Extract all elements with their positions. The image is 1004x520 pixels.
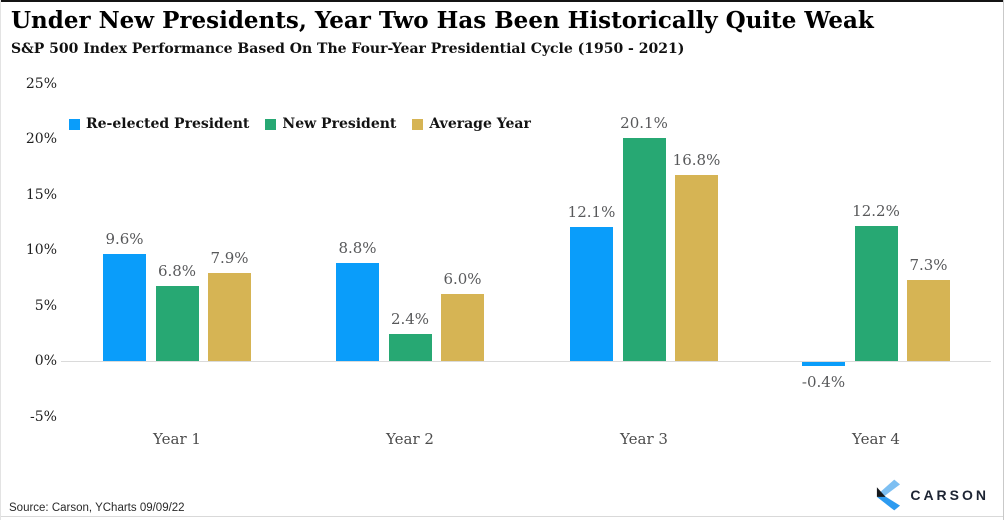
bar-value-label-new-president-year-4: 12.2% — [852, 201, 900, 220]
bar-value-label-re-elected-president-year-2: 8.8% — [338, 239, 377, 258]
carson-logo: CARSON — [874, 478, 989, 512]
bar-value-label-re-elected-president-year-1: 9.6% — [105, 230, 144, 249]
bar-average-year-year-1 — [208, 273, 251, 361]
bar-new-president-year-3 — [622, 137, 666, 361]
bar-new-president-year-4 — [854, 225, 898, 361]
y-axis-tick-label: 15% — [25, 186, 57, 203]
chart-title: Under New Presidents, Year Two Has Been … — [11, 7, 874, 34]
legend-item-average-year: Average Year — [412, 116, 531, 132]
x-axis-label-year-1: Year 1 — [153, 430, 201, 448]
bar-value-label-new-president-year-2: 2.4% — [390, 310, 430, 329]
legend-swatch-new-president — [265, 118, 277, 130]
bottom-divider — [1, 516, 1003, 517]
legend-label: Re-elected President — [86, 116, 250, 132]
y-axis-tick-label: 10% — [25, 242, 57, 258]
carson-logo-icon — [877, 479, 901, 511]
chart-subtitle: S&P 500 Index Performance Based On The F… — [11, 41, 685, 57]
bar-re-elected-president-year-4 — [802, 362, 845, 367]
bar-average-year-year-2 — [441, 294, 484, 361]
y-axis-tick-label: 0% — [34, 353, 57, 369]
legend-label: New President — [282, 116, 397, 132]
bar-value-label-re-elected-president-year-4: -0.4% — [801, 373, 846, 392]
x-axis-label-year-3: Year 3 — [620, 430, 668, 448]
bar-re-elected-president-year-1 — [103, 254, 146, 361]
bar-new-president-year-1 — [155, 285, 199, 361]
y-axis-tick-label: -5% — [30, 408, 57, 425]
bar-value-label-new-president-year-1: 6.8% — [157, 261, 197, 280]
x-axis-label-year-4: Year 4 — [852, 430, 900, 448]
top-border — [1, 0, 1003, 2]
bar-value-label-re-elected-president-year-3: 12.1% — [567, 202, 616, 221]
y-axis-tick-label: 25% — [25, 75, 57, 92]
bar-re-elected-president-year-3 — [570, 226, 613, 361]
legend-label: Average Year — [429, 116, 531, 132]
zero-gridline — [61, 361, 991, 362]
bar-new-president-year-2 — [388, 334, 432, 361]
legend-swatch-re-elected-president — [69, 118, 80, 130]
bar-re-elected-president-year-2 — [336, 263, 379, 361]
y-axis-tick-label: 5% — [34, 297, 57, 314]
bar-value-label-average-year-year-2: 6.0% — [443, 270, 482, 289]
y-axis-tick-label: 20% — [25, 131, 57, 147]
legend-item-new-president: New President — [265, 116, 396, 132]
bar-value-label-average-year-year-1: 7.9% — [210, 249, 249, 268]
x-axis-label-year-2: Year 2 — [386, 430, 434, 448]
bar-value-label-average-year-year-4: 7.3% — [909, 255, 948, 274]
legend: Re-elected President New President Avera… — [69, 116, 531, 132]
bar-average-year-year-4 — [907, 279, 950, 361]
bar-value-label-new-president-year-3: 20.1% — [620, 113, 668, 132]
bar-value-label-average-year-year-3: 16.8% — [672, 150, 721, 169]
carson-logo-text: CARSON — [910, 487, 989, 503]
source-note: Source: Carson, YCharts 09/09/22 — [9, 502, 185, 514]
legend-item-re-elected-president: Re-elected President — [69, 116, 249, 132]
bar-average-year-year-3 — [675, 174, 718, 361]
plot-area: Re-elected President New President Avera… — [61, 84, 991, 448]
legend-swatch-average-year — [412, 118, 424, 130]
